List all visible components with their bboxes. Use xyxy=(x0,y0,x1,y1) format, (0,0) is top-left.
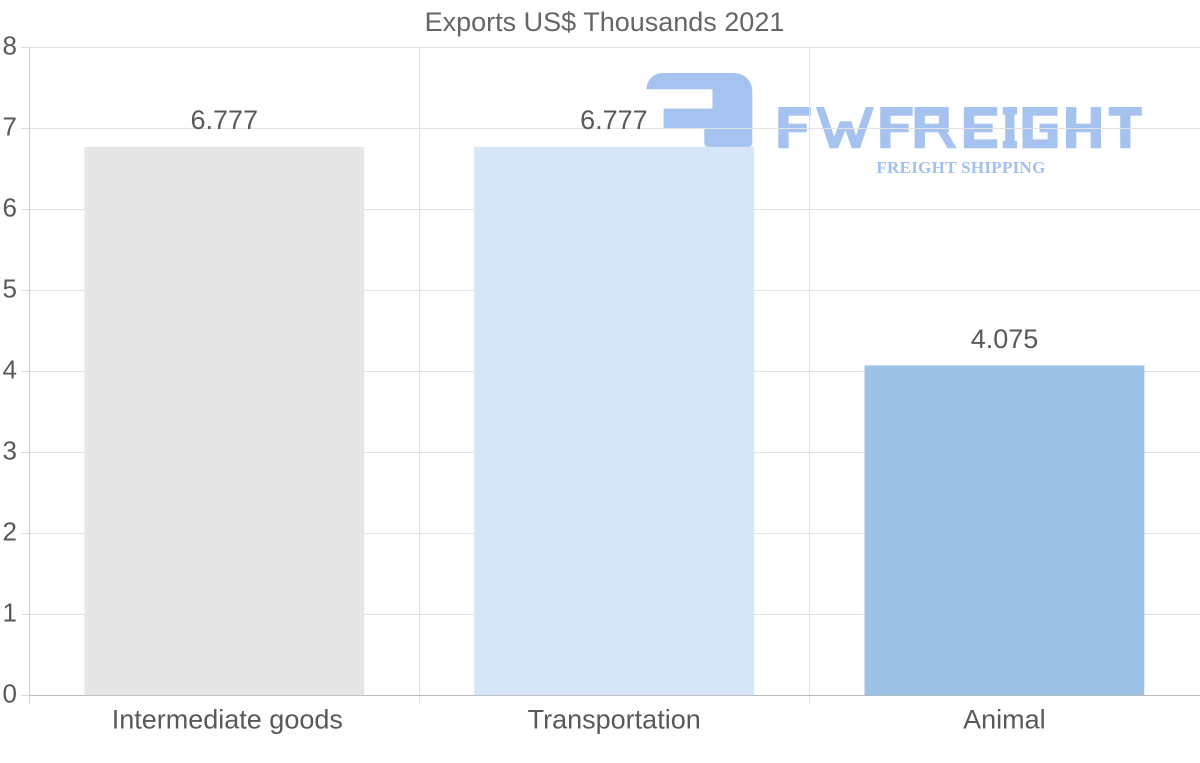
svg-text:6.777: 6.777 xyxy=(580,105,648,135)
svg-text:7: 7 xyxy=(3,111,17,141)
svg-text:2: 2 xyxy=(3,516,17,546)
svg-text:Transportation: Transportation xyxy=(528,704,701,734)
svg-text:0: 0 xyxy=(3,678,17,708)
svg-text:6: 6 xyxy=(3,192,17,222)
svg-text:6.777: 6.777 xyxy=(191,105,259,135)
svg-text:FREIGHT SHIPPING: FREIGHT SHIPPING xyxy=(876,158,1045,177)
svg-text:4: 4 xyxy=(3,354,17,384)
svg-text:Intermediate goods: Intermediate goods xyxy=(112,704,343,734)
svg-text:5: 5 xyxy=(3,273,17,303)
svg-text:8: 8 xyxy=(3,30,17,60)
svg-text:4.075: 4.075 xyxy=(971,324,1039,354)
svg-text:Exports US$ Thousands 2021: Exports US$ Thousands 2021 xyxy=(425,7,785,37)
svg-text:1: 1 xyxy=(3,597,17,627)
svg-text:Animal: Animal xyxy=(963,705,1046,735)
svg-text:3: 3 xyxy=(3,435,17,465)
